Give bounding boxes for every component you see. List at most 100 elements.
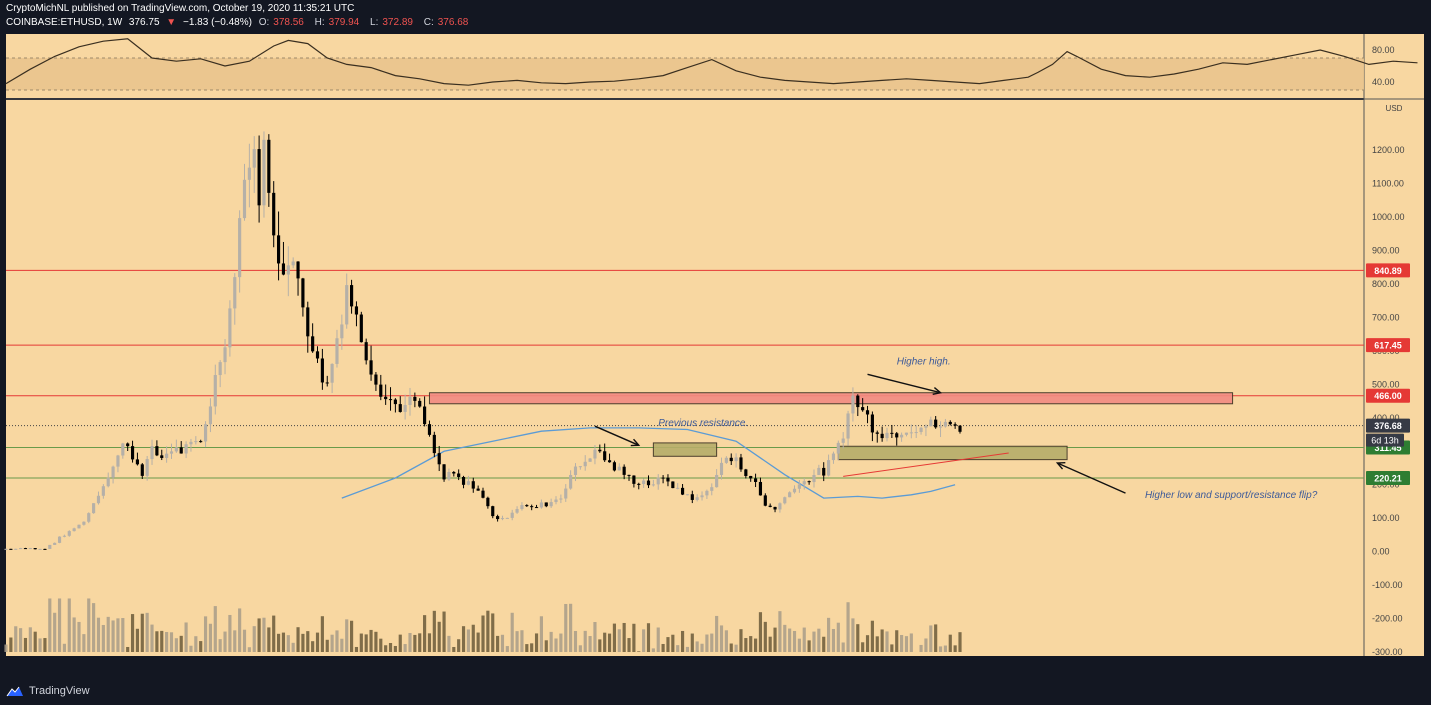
price-chart[interactable]: 80.00 40.00 USD 1200.00 1100.00 1000.00 900.00…	[0, 32, 1431, 656]
volume-bar	[612, 623, 617, 652]
volume-bar	[534, 633, 539, 652]
symbol-name[interactable]: COINBASE:ETHUSD, 1W	[6, 17, 123, 28]
candle-body	[875, 432, 879, 434]
volume-bar	[491, 613, 495, 652]
candle-body	[369, 360, 373, 375]
volume-bar	[603, 632, 607, 652]
volume-bar	[900, 634, 904, 652]
volume-bar	[656, 627, 660, 652]
volume-bar	[476, 632, 480, 652]
volume-bar	[583, 630, 587, 652]
annotation-arrow[interactable]	[594, 425, 640, 446]
volume-bar	[515, 631, 519, 652]
candle-body	[452, 471, 456, 474]
candle-body	[749, 475, 753, 479]
candle-body	[233, 277, 237, 309]
volume-bar	[213, 606, 217, 652]
volume-bar	[822, 636, 826, 652]
candle-body	[715, 474, 719, 488]
candle-body	[802, 481, 806, 485]
candle-body	[53, 542, 57, 545]
volume-bar	[739, 629, 743, 652]
candle-body	[744, 469, 748, 476]
annotation-arrow[interactable]	[867, 373, 941, 394]
volume-bar	[544, 640, 548, 652]
volume-bar	[379, 638, 383, 652]
candle-body	[700, 495, 704, 498]
volume-bar	[345, 619, 349, 652]
candle-body	[194, 441, 198, 443]
volume-bar	[291, 642, 295, 652]
candle-body	[345, 285, 349, 325]
candle-body	[38, 548, 42, 550]
candle-body	[203, 424, 208, 442]
time-axis-background	[6, 652, 1424, 656]
price-tick-label: 1100.00	[1372, 179, 1404, 189]
ohlc-low-value: 372.89	[382, 17, 413, 28]
volume-bar	[457, 639, 461, 652]
candle-body	[408, 396, 412, 405]
candle-body	[432, 434, 436, 454]
candle-body	[311, 336, 315, 352]
annotation-arrow[interactable]	[1057, 462, 1126, 494]
candle-body	[379, 384, 383, 397]
annotation-arrow-head	[630, 438, 641, 447]
volume-bar	[23, 637, 28, 652]
resistance-zone[interactable]	[428, 392, 1234, 405]
support-zone[interactable]	[652, 442, 718, 457]
candle-body	[374, 374, 378, 385]
volume-bar	[520, 630, 524, 652]
candle-body	[43, 548, 47, 550]
volume-bar	[106, 616, 110, 652]
candle-body	[384, 396, 388, 400]
candle-body	[812, 474, 816, 483]
candle-body	[19, 548, 23, 550]
volume-bar	[559, 633, 563, 652]
candle-body	[354, 306, 359, 315]
candle-body	[301, 278, 305, 308]
candle-body	[788, 492, 792, 498]
candle-body	[758, 481, 763, 496]
candle-body	[719, 462, 724, 475]
volume-bar	[481, 615, 485, 652]
volume-bar	[569, 603, 573, 652]
volume-bar	[505, 646, 509, 652]
trend-line[interactable]	[843, 452, 1009, 477]
candle-body	[101, 486, 105, 496]
volume-bar	[398, 634, 402, 652]
candle-body	[160, 455, 164, 458]
candle-body	[783, 497, 787, 504]
candle-body	[199, 441, 203, 443]
volume-bar	[661, 643, 665, 652]
volume-bar	[554, 638, 558, 652]
support-zone[interactable]	[837, 445, 1068, 461]
volume-bar	[753, 638, 758, 652]
candle-body	[252, 149, 256, 168]
chart-annotation-2: Previous resistance.	[658, 418, 748, 429]
price-tick-label: -300.00	[1372, 647, 1403, 656]
candle-body	[165, 453, 169, 458]
candle-body	[457, 473, 461, 477]
ohlc-high: H: 379.94	[315, 17, 364, 28]
price-panel-background	[6, 100, 1364, 652]
candle-body	[393, 399, 397, 405]
volume-bar	[593, 622, 597, 652]
candle-body	[496, 516, 500, 520]
volume-bar	[77, 621, 81, 652]
candle-body	[904, 432, 909, 435]
candle-body	[900, 434, 904, 438]
tradingview-brand[interactable]: TradingView	[29, 685, 90, 697]
volume-bar	[223, 631, 227, 652]
volume-bar	[53, 612, 57, 652]
tradingview-logo-icon[interactable]	[6, 685, 24, 697]
candle-body	[461, 476, 466, 485]
volume-bar	[403, 644, 407, 652]
candle-body	[150, 446, 154, 460]
candle-body	[359, 314, 363, 343]
volume-bar	[929, 625, 933, 652]
candle-body	[953, 424, 957, 426]
volume-bar	[228, 614, 232, 652]
candle-body	[72, 528, 76, 532]
candle-body	[481, 490, 485, 498]
moving-average-line	[341, 427, 956, 499]
